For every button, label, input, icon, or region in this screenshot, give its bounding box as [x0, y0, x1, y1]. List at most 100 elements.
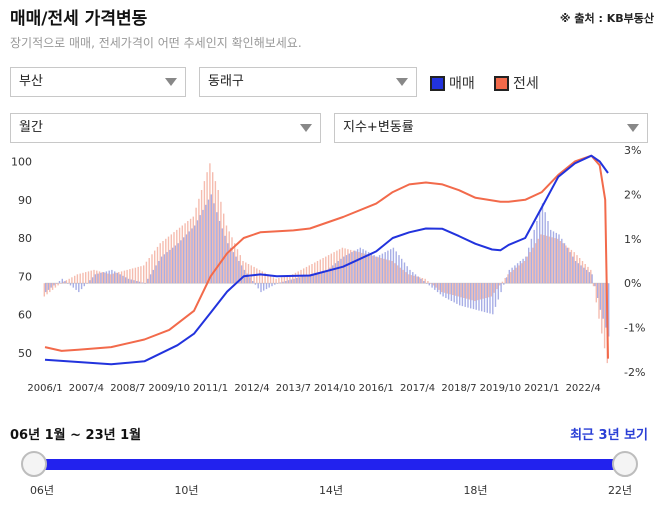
- sale-change-bar: [561, 238, 563, 284]
- sale-index-line: [44, 154, 609, 366]
- jeonse-change-bar: [396, 265, 399, 284]
- sale-change-bar: [500, 283, 502, 293]
- sale-change-bar: [304, 275, 306, 284]
- sale-change-bar: [296, 278, 298, 284]
- jeonse-change-bar: [319, 259, 321, 284]
- jeonse-change-bar: [120, 271, 123, 284]
- jeonse-change-bar: [258, 269, 261, 284]
- metric-select[interactable]: 지수+변동률: [334, 113, 648, 143]
- jeonse-change-bar: [355, 251, 357, 284]
- jeonse-change-bar: [330, 253, 332, 284]
- jeonse-change-bar: [482, 283, 484, 299]
- jeonse-change-bar: [352, 250, 355, 284]
- jeonse-change-bar: [154, 250, 156, 284]
- x-tick-label: 2009/10: [148, 383, 190, 394]
- sale-change-bar: [459, 283, 461, 306]
- sale-change-bar: [188, 231, 190, 284]
- jeonse-change-bar: [568, 247, 570, 284]
- jeonse-change-bar: [242, 261, 244, 284]
- sale-change-bar: [563, 243, 566, 284]
- sale-change-bar: [56, 283, 58, 284]
- sale-change-bar: [265, 283, 268, 290]
- jeonse-change-bar: [551, 237, 553, 284]
- jeonse-change-bar: [581, 261, 584, 284]
- sale-change-bar: [519, 261, 522, 284]
- range-start-handle[interactable]: [21, 451, 47, 477]
- y-right-tick-label: -1%: [624, 322, 645, 335]
- sale-change-bar: [423, 281, 425, 284]
- jeonse-change-bar: [421, 278, 424, 284]
- sale-legend-swatch: [430, 75, 445, 91]
- sale-change-bar: [47, 283, 50, 290]
- sale-legend-label: 매매: [449, 76, 475, 92]
- jeonse-change-bar: [267, 274, 269, 284]
- range-end-handle[interactable]: [612, 451, 638, 477]
- jeonse-change-bar: [145, 261, 148, 284]
- region-select[interactable]: 부산: [10, 67, 186, 97]
- jeonse-change-bar: [46, 283, 48, 295]
- jeonse-legend-label: 전세: [513, 76, 539, 92]
- jeonse-change-bar: [137, 266, 139, 284]
- sale-change-bar: [252, 281, 254, 284]
- jeonse-change-bar: [140, 266, 142, 284]
- jeonse-change-bar: [54, 283, 57, 288]
- jeonse-change-bar: [427, 281, 429, 284]
- sale-change-bar: [522, 258, 524, 284]
- sale-change-bar: [290, 279, 292, 284]
- sale-change-bar: [591, 274, 593, 284]
- sale-change-bar: [321, 271, 323, 284]
- jeonse-change-bar: [399, 267, 401, 284]
- jeonse-change-bar: [62, 281, 65, 284]
- jeonse-change-bar: [143, 265, 145, 284]
- sale-change-bar: [365, 250, 367, 284]
- sale-change-bar: [260, 283, 262, 293]
- jeonse-change-bar: [573, 252, 575, 284]
- jeonse-change-bar: [562, 243, 564, 284]
- period-select-value: 월간: [19, 120, 43, 135]
- jeonse-change-bar: [394, 263, 396, 284]
- recent-3-years-link[interactable]: 최근 3년 보기: [570, 428, 648, 443]
- x-tick-label: 2012/4: [234, 383, 269, 394]
- sale-change-bar: [232, 252, 235, 284]
- jeonse-change-bar: [584, 264, 586, 284]
- x-tick-label: 2011/1: [193, 383, 228, 394]
- jeonse-change-bar: [159, 243, 161, 284]
- jeonse-change-bar: [496, 283, 498, 290]
- sale-change-bar: [254, 283, 257, 285]
- chevron-down-icon: [165, 78, 177, 86]
- jeonse-change-bar: [454, 283, 457, 296]
- jeonse-change-bar: [432, 283, 435, 286]
- sale-change-bar: [343, 256, 345, 284]
- jeonse-change-bar: [76, 274, 79, 284]
- sale-change-bar: [69, 283, 72, 286]
- sale-change-bar: [103, 272, 105, 284]
- jeonse-change-bar: [126, 269, 128, 284]
- sale-change-bar: [326, 269, 328, 284]
- sale-change-bar: [149, 274, 152, 284]
- sale-change-bar: [199, 215, 201, 284]
- range-slider-track[interactable]: [34, 459, 626, 470]
- sale-change-bar: [539, 212, 541, 284]
- legend-jeonse[interactable]: 전세: [494, 73, 539, 93]
- sale-change-bar: [547, 221, 549, 284]
- sale-change-bar: [492, 283, 494, 315]
- district-select[interactable]: 동래구: [199, 67, 417, 97]
- jeonse-change-bar: [104, 272, 106, 284]
- period-select[interactable]: 월간: [10, 113, 321, 143]
- sale-change-bar: [420, 278, 422, 284]
- metric-select-value: 지수+변동률: [343, 120, 414, 135]
- jeonse-change-bar: [311, 264, 313, 284]
- sale-change-bar: [205, 204, 207, 284]
- y-left-tick-label: 70: [18, 270, 32, 283]
- jeonse-change-bar: [65, 280, 68, 284]
- sale-change-bar: [401, 258, 403, 284]
- x-tick-label: 2018/7: [441, 383, 476, 394]
- sale-change-bar: [387, 250, 389, 284]
- sale-change-bar: [64, 281, 66, 284]
- jeonse-index-line: [44, 154, 609, 359]
- sale-change-bar: [180, 240, 182, 284]
- sale-change-bar: [216, 212, 218, 284]
- legend-sale[interactable]: 매매: [430, 73, 475, 93]
- jeonse-change-bar: [165, 238, 167, 284]
- sale-change-bar: [428, 283, 430, 286]
